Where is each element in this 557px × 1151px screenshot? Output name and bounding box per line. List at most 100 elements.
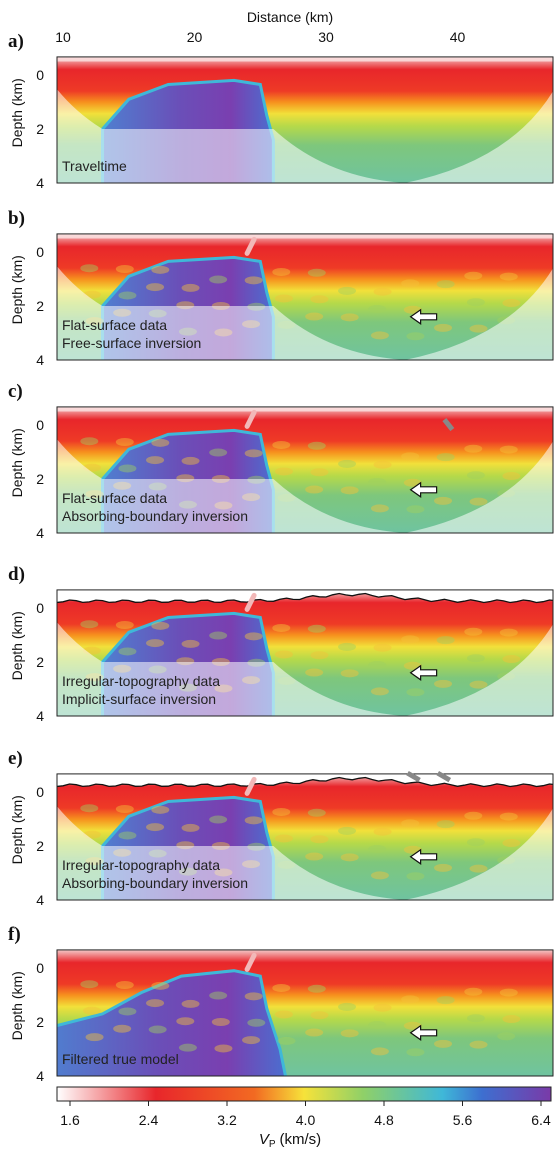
air (57, 773, 553, 787)
texture (80, 620, 99, 629)
illumination-mask (57, 773, 553, 900)
texture (214, 1044, 233, 1053)
texture (373, 827, 392, 836)
colorbar-tick-label: 1.6 (60, 1112, 80, 1128)
arrow (244, 952, 257, 972)
caption: Traveltime (62, 158, 127, 174)
texture (274, 467, 293, 476)
texture (464, 271, 483, 280)
texture (115, 438, 134, 447)
texture (209, 991, 228, 1000)
texture (469, 324, 488, 333)
texture (310, 468, 329, 477)
colorbar-label: VP (km/s) (259, 1131, 321, 1150)
texture (274, 834, 293, 843)
texture (244, 816, 263, 825)
texture (80, 437, 99, 446)
texture (307, 984, 326, 993)
y-tick-label: 2 (36, 654, 44, 670)
colorbar (56, 1086, 552, 1102)
texture (499, 988, 518, 997)
texture (436, 820, 455, 829)
texture (466, 471, 485, 480)
texture (502, 655, 521, 664)
texture (406, 332, 425, 341)
texture (466, 1014, 485, 1023)
texture (178, 1043, 197, 1052)
texture (401, 819, 420, 828)
texture (274, 1010, 293, 1019)
y-axis-label: Depth (km) (9, 428, 25, 497)
colorbar-symbol: V (259, 1131, 271, 1148)
colorbar-tick-label: 4.8 (374, 1112, 394, 1128)
texture (181, 639, 200, 648)
texture (272, 807, 291, 816)
texture (406, 505, 425, 514)
velocity-image (57, 949, 553, 1076)
y-tick-label: 4 (36, 525, 44, 541)
colorbar-tick-label: 4.0 (296, 1112, 316, 1128)
texture (502, 839, 521, 848)
caption: Absorbing-boundary inversion (62, 875, 248, 891)
texture (307, 808, 326, 817)
texture (151, 438, 170, 447)
texture (436, 280, 455, 289)
salt-body (57, 969, 288, 1076)
panel-frame (56, 233, 554, 361)
texture (436, 453, 455, 462)
texture (434, 323, 453, 332)
texture (146, 639, 165, 648)
texture (118, 464, 137, 473)
colorbar-tick-label: 5.6 (453, 1112, 473, 1128)
texture (368, 477, 387, 486)
texture (368, 660, 387, 669)
texture (469, 680, 488, 689)
y-tick-label: 0 (36, 960, 44, 976)
caption: Flat-surface data (62, 490, 167, 506)
texture (307, 268, 326, 277)
y-axis-label: Depth (km) (9, 78, 25, 147)
texture (181, 283, 200, 292)
y-tick-label: 0 (36, 417, 44, 433)
caption: Implicit-surface inversion (62, 691, 216, 707)
texture (401, 452, 420, 461)
y-tick-label: 4 (36, 175, 44, 191)
texture (272, 623, 291, 632)
texture (466, 654, 485, 663)
panel-frame (56, 406, 554, 534)
texture (181, 456, 200, 465)
y-tick-label: 2 (36, 1014, 44, 1030)
colorbar-unit: (km/s) (280, 1131, 322, 1148)
texture (502, 299, 521, 308)
texture (272, 983, 291, 992)
texture (80, 980, 99, 989)
y-tick-label: 2 (36, 471, 44, 487)
texture (434, 496, 453, 505)
texture (401, 635, 420, 644)
texture (209, 815, 228, 824)
texture (373, 460, 392, 469)
texture (247, 1018, 266, 1027)
texture (406, 1048, 425, 1057)
caption: Irregular-topography data (62, 857, 220, 873)
texture (373, 643, 392, 652)
texture (118, 647, 137, 656)
texture (434, 863, 453, 872)
texture (305, 312, 324, 321)
y-axis-label: Depth (km) (9, 255, 25, 324)
colorbar-subscript: P (269, 1139, 276, 1150)
texture (370, 687, 389, 696)
texture (340, 1029, 359, 1038)
colorbar-tick-label: 2.4 (139, 1112, 159, 1128)
texture (338, 642, 357, 651)
texture (244, 449, 263, 458)
colorbar-tick-label: 6.4 (531, 1112, 551, 1128)
panel-frame (56, 56, 554, 184)
texture (209, 275, 228, 284)
panel-frame (56, 949, 554, 1077)
caption: Absorbing-boundary inversion (62, 508, 248, 524)
texture (401, 995, 420, 1004)
texture (338, 459, 357, 468)
y-tick-label: 4 (36, 1068, 44, 1084)
panel-label: b) (8, 208, 25, 229)
